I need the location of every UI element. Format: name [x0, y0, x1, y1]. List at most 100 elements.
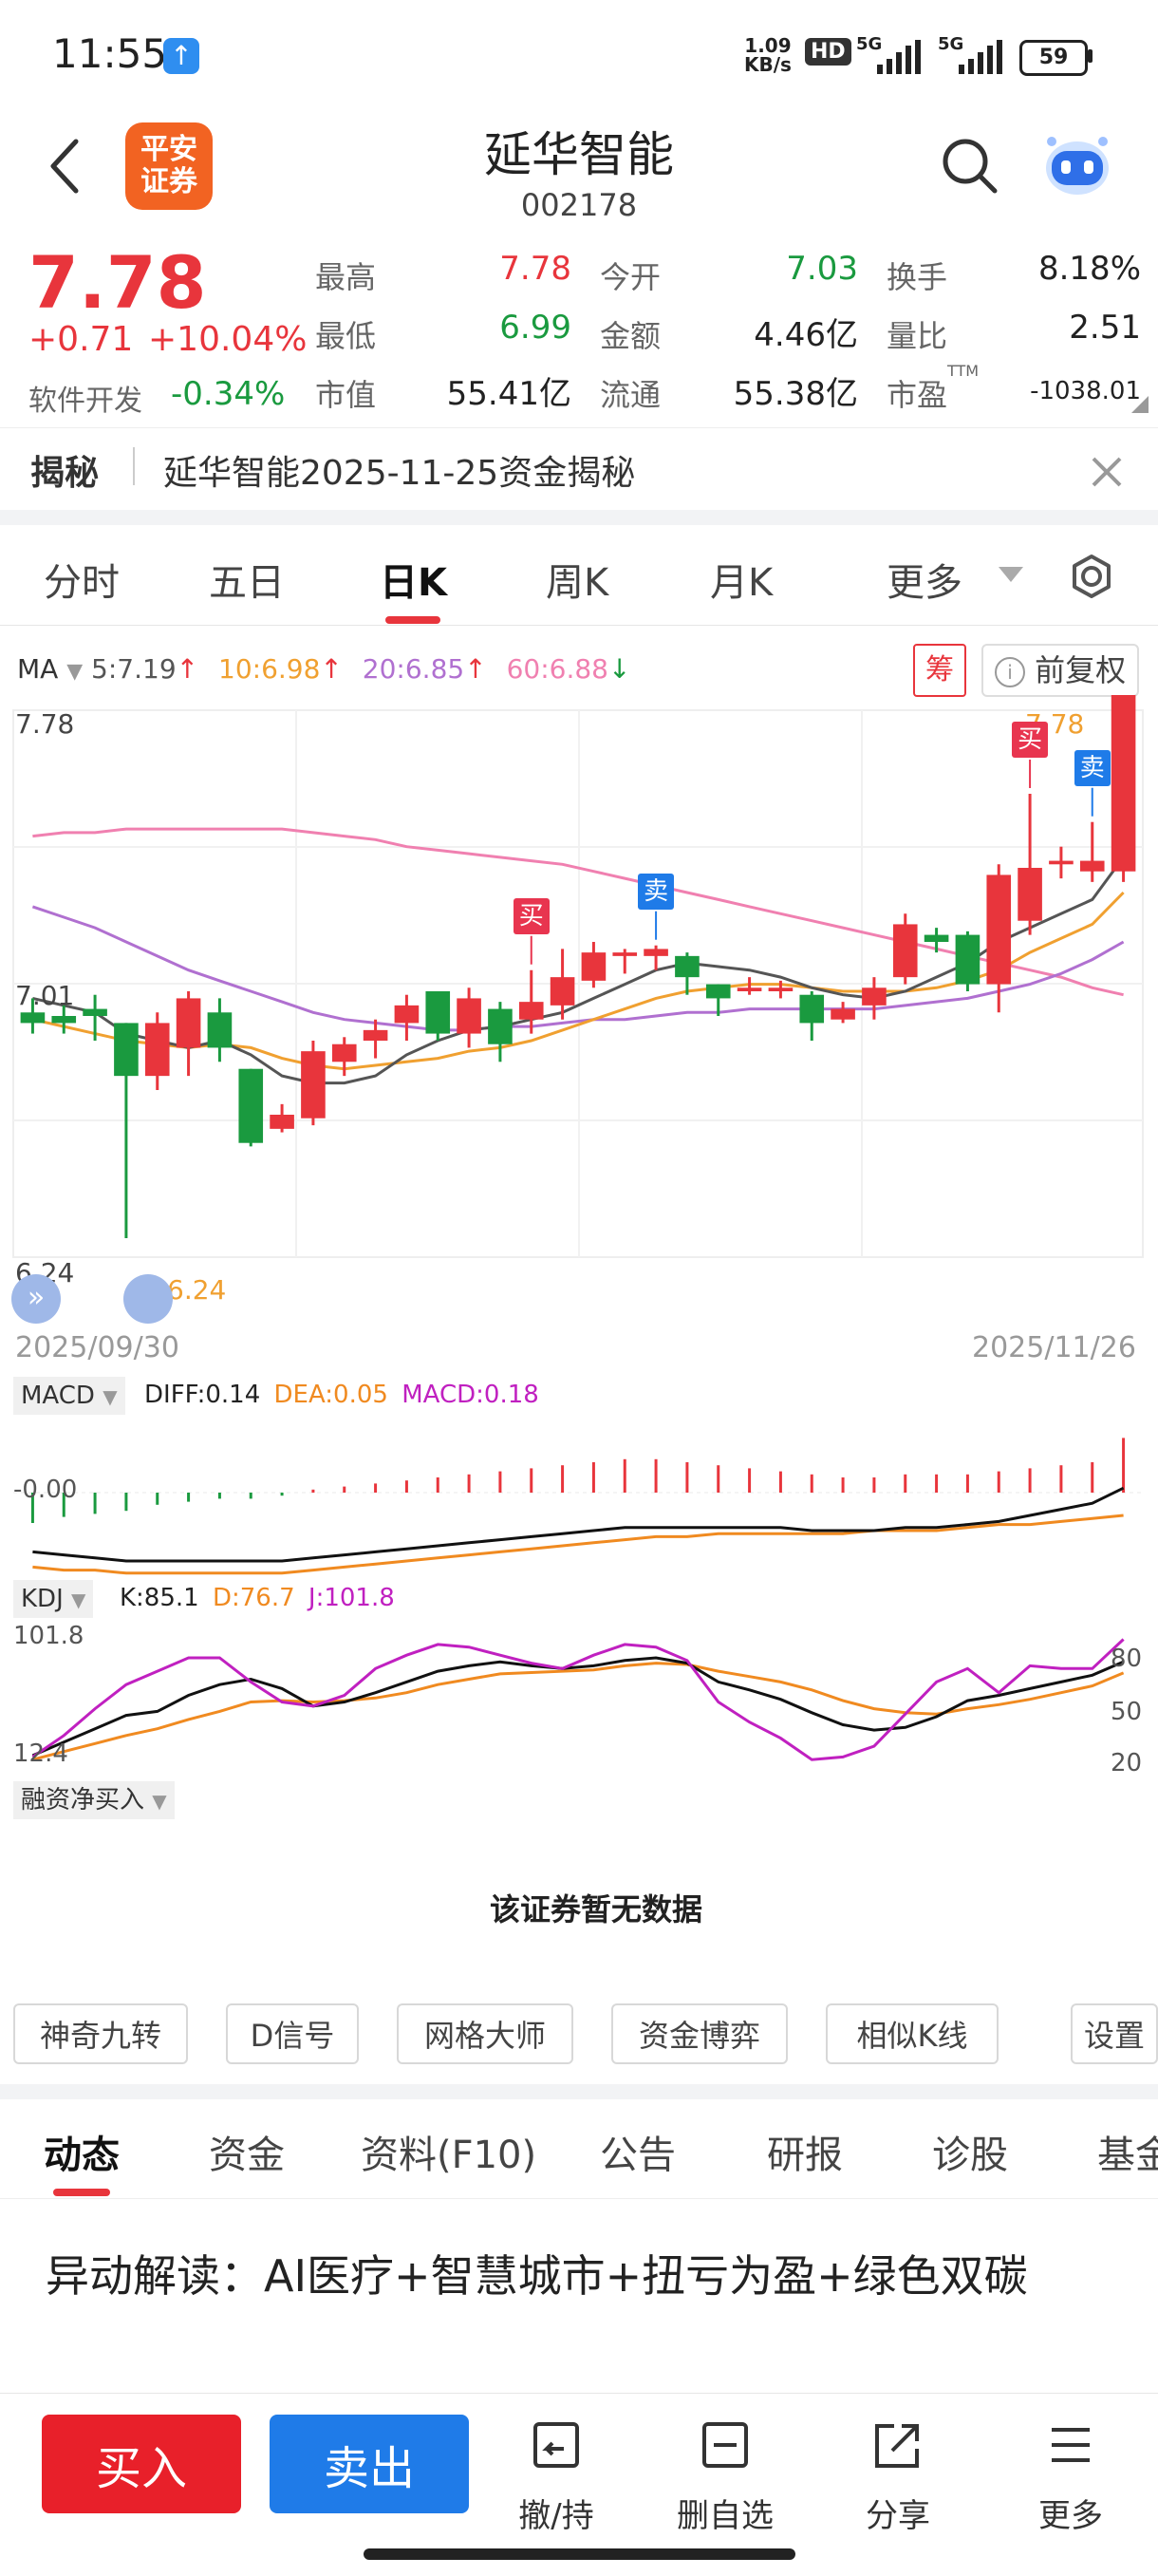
home-indicator[interactable] [364, 2548, 795, 2560]
kline-chart-svg[interactable] [0, 627, 1158, 2003]
fullscreen-icon[interactable] [123, 1274, 173, 1324]
status-bar: 11:55 ↑ 1.09 KB/s HD 5G 5G 59 [0, 0, 1158, 109]
gear-icon[interactable] [1069, 554, 1114, 599]
kline-chart-area[interactable]: MA ▼ 5:7.19↑ 10:6.98↑ 20:6.85↑ 60:6.88↓ … [0, 627, 1158, 2003]
expand-sidebar-icon[interactable]: » [11, 1274, 61, 1324]
candle-body [644, 949, 668, 956]
float-label: 流通 [600, 377, 662, 413]
kdj-ref-50: 50 [1111, 1698, 1143, 1726]
tab-news[interactable]: 动态 [44, 2134, 120, 2177]
stock-header: 平安证券 延华智能 002178 [0, 109, 1158, 233]
tab-weekly-k[interactable]: 周K [546, 561, 609, 605]
chip-distribution-button[interactable]: 筹 [913, 644, 966, 697]
sell-signal-badge[interactable]: 卖 [638, 873, 675, 910]
share-action[interactable]: 分享 [831, 2420, 964, 2536]
candle-body [144, 1023, 170, 1077]
diff-line [32, 1486, 1125, 1563]
macd-diff: DIFF:0.14 [144, 1381, 261, 1409]
buy-signal-badge[interactable]: 买 [513, 897, 550, 934]
sell-signal-badge[interactable]: 卖 [1074, 749, 1111, 786]
kdj-j-line [31, 1638, 1125, 1761]
chevron-down-icon[interactable] [999, 567, 1023, 584]
tab-diagnosis[interactable]: 诊股 [932, 2134, 1008, 2177]
candle-body [363, 1029, 388, 1041]
candle-body [1079, 860, 1105, 872]
hold-action[interactable]: 撤/持 [490, 2420, 623, 2536]
sell-button[interactable]: 卖出 [270, 2415, 469, 2513]
candle-body [270, 1115, 294, 1129]
expand-corner-icon[interactable] [1131, 396, 1149, 413]
analysis-tools-row: 神奇九转 D信号 网格大师 资金博弈 相似K线 设置 [0, 2003, 1158, 2084]
news-headline[interactable]: 异动解读：AI医疗+智慧城市+扭亏为盈+绿色双碳 [46, 2250, 1028, 2302]
pe-ttm-sup: TTM [947, 362, 980, 380]
tab-announcements[interactable]: 公告 [600, 2134, 676, 2177]
menu-icon [1052, 2428, 1090, 2462]
tool-similar-k[interactable]: 相似K线 [826, 2003, 999, 2064]
candle-body [114, 1023, 139, 1077]
tab-intraday[interactable]: 分时 [44, 561, 120, 605]
tool-d-signal[interactable]: D信号 [226, 2003, 359, 2064]
robot-assistant-icon[interactable] [1042, 130, 1112, 200]
buy-button[interactable]: 买入 [42, 2415, 241, 2513]
remove-watchlist-action[interactable]: 删自选 [659, 2420, 792, 2536]
tool-settings[interactable]: 设置 [1071, 2003, 1158, 2064]
tool-fund-game[interactable]: 资金博弈 [611, 2003, 788, 2064]
candle-body [737, 987, 762, 991]
open-label: 今开 [600, 259, 662, 295]
info-icon: i [995, 657, 1025, 687]
tool-grid-master[interactable]: 网格大师 [397, 2003, 573, 2064]
cancel-hold-icon [533, 2422, 579, 2468]
close-icon[interactable] [1090, 455, 1124, 489]
margin-empty-text: 该证券暂无数据 [489, 1891, 702, 1927]
pe-label: 市盈 [887, 377, 948, 413]
kdj-selector[interactable]: KDJ ▼ [13, 1580, 94, 1618]
kdj-j: J:101.8 [308, 1584, 395, 1612]
tab-more[interactable]: 更多 [887, 561, 962, 605]
price-change-pct: +10.04% [148, 320, 308, 359]
candle-body [768, 987, 794, 991]
tab-daily-k[interactable]: 日K [380, 561, 447, 605]
stock-name: 延华智能 [484, 127, 674, 182]
macd-selector[interactable]: MACD ▼ [13, 1377, 125, 1415]
kdj-y-top: 101.8 [13, 1622, 84, 1650]
candle-body [83, 1008, 107, 1016]
amount-value: 4.46亿 [754, 316, 858, 354]
net-speed-unit: KB/s [744, 53, 792, 76]
adjust-mode-button[interactable]: i 前复权 [981, 644, 1140, 697]
tab-research[interactable]: 研报 [767, 2134, 843, 2177]
tab-monthly-k[interactable]: 月K [710, 561, 774, 605]
candle-body [176, 998, 201, 1048]
candle-body [238, 1068, 264, 1143]
tool-magic-nine[interactable]: 神奇九转 [13, 2003, 188, 2064]
candle-body [892, 924, 918, 978]
ma-dropdown-icon[interactable]: ▼ [66, 660, 84, 684]
margin-selector[interactable]: 融资净买入 ▼ [13, 1781, 175, 1819]
upload-icon: ↑ [163, 38, 199, 74]
more-action[interactable]: 更多 [1004, 2420, 1137, 2536]
candle-body [1018, 868, 1042, 921]
tab-five-day[interactable]: 五日 [209, 561, 285, 605]
candle-body [831, 1008, 855, 1020]
kdj-ref-80: 80 [1111, 1645, 1143, 1673]
fund-reveal-banner[interactable]: 揭秘 延华智能2025-11-25资金揭秘 [0, 427, 1158, 509]
search-icon[interactable] [940, 136, 1000, 197]
sector-name[interactable]: 软件开发 [28, 385, 142, 418]
more-label: 更多 [1038, 2497, 1103, 2535]
macd-dropdown-icon: ▼ [103, 1385, 118, 1408]
sector-change-pct: -0.34% [171, 375, 286, 413]
back-icon[interactable] [46, 138, 84, 195]
quote-panel: 7.78 +0.71 +10.04% 软件开发 -0.34% 最高 7.78 最… [0, 233, 1158, 423]
buy-signal-badge[interactable]: 买 [1012, 722, 1049, 758]
ma-label[interactable]: MA [17, 653, 59, 685]
tab-fund[interactable]: 基金 [1097, 2134, 1158, 2177]
stock-code: 002178 [520, 187, 638, 223]
status-time: 11:55 [52, 30, 168, 77]
price-change: +0.71 [28, 320, 134, 359]
tab-funds[interactable]: 资金 [209, 2134, 285, 2177]
kdj-y-bottom: 12.4 [13, 1739, 68, 1768]
tab-f10[interactable]: 资料(F10) [361, 2134, 537, 2177]
amount-label: 金额 [600, 318, 662, 354]
ma60-value: 60:6.88 [506, 653, 608, 685]
reveal-divider [133, 447, 135, 485]
candle-body [331, 1044, 357, 1062]
